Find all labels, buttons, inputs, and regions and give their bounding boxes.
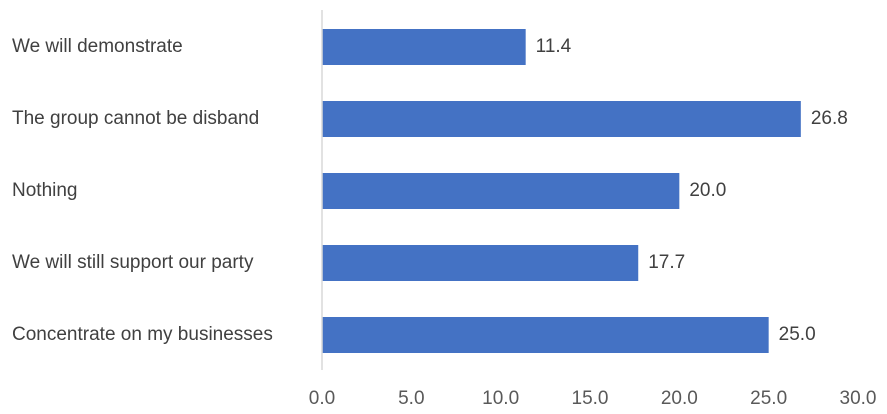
x-tick-label-4: 20.0	[661, 388, 698, 409]
value-label-1: 26.8	[811, 108, 848, 129]
category-label-3: We will still support our party	[12, 252, 254, 273]
value-labels: 11.4 26.8 20.0 17.7 25.0	[536, 36, 848, 345]
bar-3	[322, 245, 639, 281]
value-label-0: 11.4	[536, 36, 572, 57]
bars-group	[322, 29, 801, 353]
x-tick-label-1: 5.0	[398, 388, 424, 409]
bar-4	[322, 317, 769, 353]
value-label-4: 25.0	[779, 324, 816, 345]
value-label-3: 17.7	[648, 252, 685, 273]
x-tick-label-2: 10.0	[482, 388, 519, 409]
category-labels: We will demonstrate The group cannot be d…	[12, 36, 273, 345]
x-tick-label-3: 15.0	[572, 388, 609, 409]
x-tick-label-5: 25.0	[750, 388, 787, 409]
bar-2	[322, 173, 680, 209]
x-tick-label-0: 0.0	[309, 388, 335, 409]
x-tick-label-6: 30.0	[840, 388, 877, 409]
category-label-0: We will demonstrate	[12, 36, 183, 57]
x-axis-ticks: 0.0 5.0 10.0 15.0 20.0 25.0 30.0	[309, 388, 877, 409]
value-label-2: 20.0	[689, 180, 726, 201]
bar-1	[322, 101, 801, 137]
category-label-4: Concentrate on my businesses	[12, 324, 273, 345]
category-label-1: The group cannot be disband	[12, 108, 259, 129]
category-label-2: Nothing	[12, 180, 78, 201]
bar-0	[322, 29, 526, 65]
